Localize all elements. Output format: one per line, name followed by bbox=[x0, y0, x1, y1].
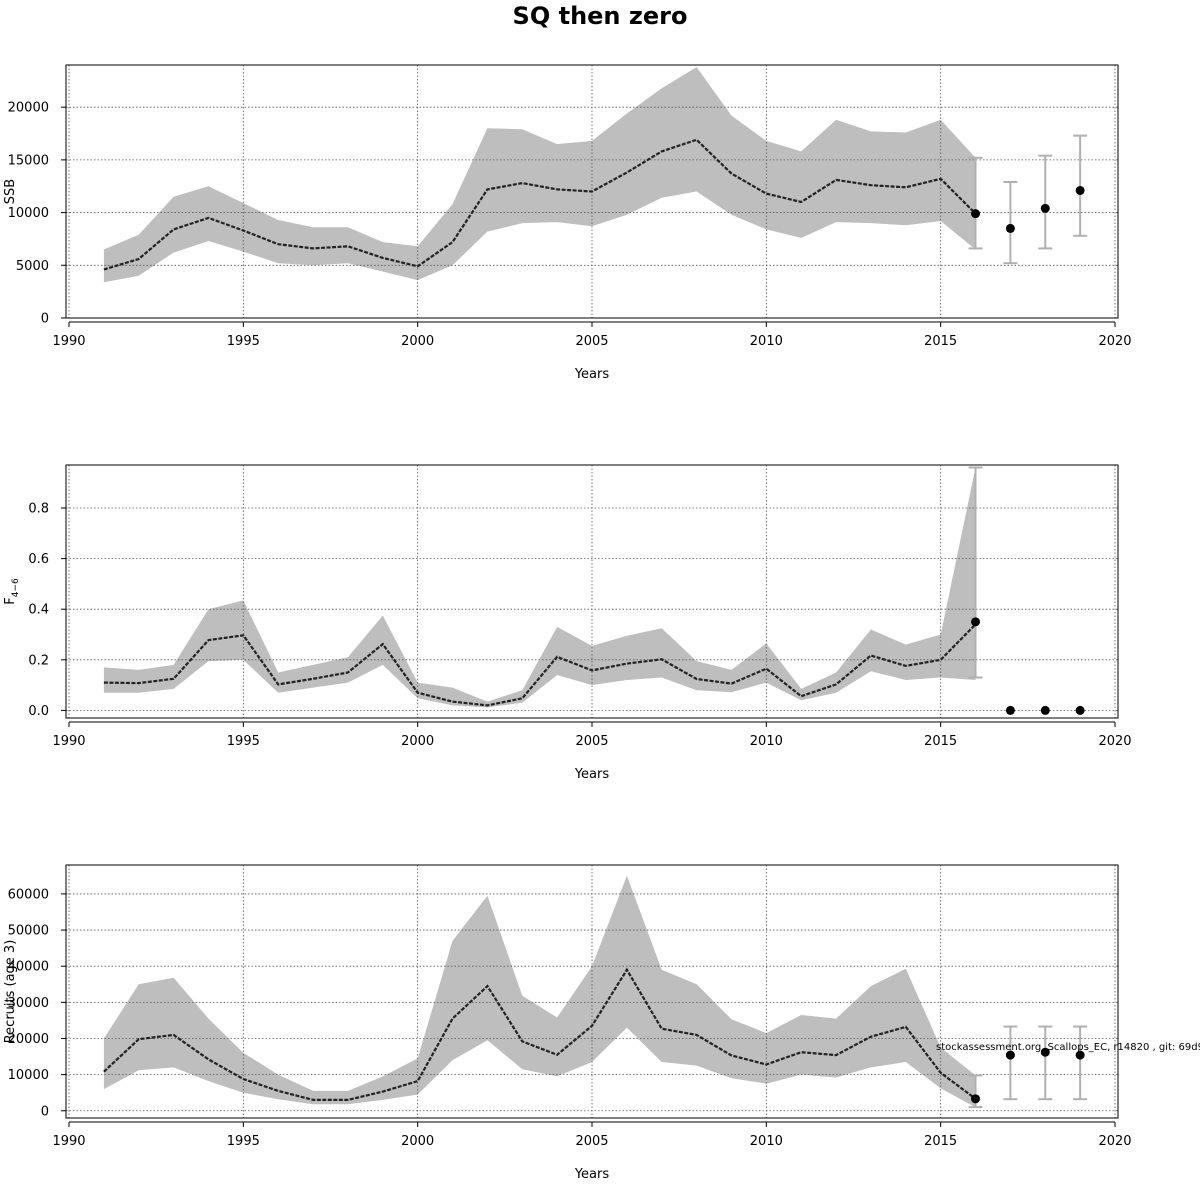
recruits-y-tick-label-50000: 50000 bbox=[8, 924, 49, 939]
f-x-tick-label-2000: 2000 bbox=[401, 734, 434, 749]
ssb-x-tick-label-2020: 2020 bbox=[1098, 334, 1131, 349]
f-y-tick-label-0.8: 0.8 bbox=[28, 502, 49, 517]
recruits-y-axis-title: Recruits (age 3) bbox=[3, 940, 18, 1044]
ssb-y-tick-label-5000: 5000 bbox=[16, 259, 49, 274]
recruits-x-tick-label-2005: 2005 bbox=[575, 1134, 608, 1149]
recruits-x-tick-label-2015: 2015 bbox=[924, 1134, 957, 1149]
recruits-errorbar-2017 bbox=[1003, 1025, 1018, 1101]
ssb-errorbar-2018 bbox=[1038, 154, 1053, 250]
recruits-x-axis-title: Years bbox=[574, 1167, 610, 1182]
ssb-plot-frame bbox=[65, 64, 1119, 319]
ssb-forecast-point-2017 bbox=[1005, 223, 1015, 233]
ssb-x-tick-label-2015: 2015 bbox=[924, 334, 957, 349]
f-errorbar-2016 bbox=[968, 466, 983, 679]
ssb-x-axis-title: Years bbox=[574, 367, 610, 382]
f-forecast-point-2018 bbox=[1040, 705, 1050, 715]
recruits-x-tick-label-2020: 2020 bbox=[1098, 1134, 1131, 1149]
recruits-x-tick-label-2010: 2010 bbox=[750, 1134, 783, 1149]
f-x-tick-label-2015: 2015 bbox=[924, 734, 957, 749]
ssb-confidence-band bbox=[103, 67, 976, 283]
ssb-x-tick-label-2000: 2000 bbox=[401, 334, 434, 349]
ssb-forecast-point-2019 bbox=[1075, 185, 1085, 195]
f-y-tick-label-0.0: 0.0 bbox=[28, 704, 49, 719]
ssb-x-tick-label-1995: 1995 bbox=[227, 334, 260, 349]
f-forecast-point-2017 bbox=[1005, 705, 1015, 715]
ssb-forecast-point-2016 bbox=[971, 209, 981, 219]
recruits-forecast-point-2017 bbox=[1005, 1050, 1015, 1060]
ssb-errorbar-2019 bbox=[1073, 134, 1088, 237]
recruits-y-tick-label-20000: 20000 bbox=[8, 1032, 49, 1047]
f-x-tick-label-2020: 2020 bbox=[1098, 734, 1131, 749]
f-y-tick-label-0.4: 0.4 bbox=[28, 603, 49, 618]
ssb-forecast-point-2018 bbox=[1040, 203, 1050, 213]
recruits-panel: 1990 1995 2000 2005 2010 2015 2020 Years 0 10000 2… bbox=[3, 864, 1132, 1182]
ssb-y-tick-label-10000: 10000 bbox=[8, 206, 49, 221]
fishing-mortality-panel: 1990 1995 2000 2005 2010 2015 2020 Years 0.0 0.2 0… bbox=[3, 464, 1132, 782]
ssb-y-tick-label-0: 0 bbox=[41, 312, 49, 327]
recruits-errorbar-2019 bbox=[1073, 1025, 1088, 1101]
ssb-y-axis-title: SSB bbox=[3, 179, 18, 204]
f-forecast-point-2016 bbox=[971, 617, 981, 627]
ssb-x-tick-label-2005: 2005 bbox=[575, 334, 608, 349]
ssb-y-tick-label-15000: 15000 bbox=[8, 153, 49, 168]
f-y-axis-title: F4−6 bbox=[3, 578, 21, 605]
f-y-tick-label-0.6: 0.6 bbox=[28, 552, 49, 567]
f-x-tick-label-2010: 2010 bbox=[750, 734, 783, 749]
f-x-axis-title: Years bbox=[574, 767, 610, 782]
ssb-y-tick-label-20000: 20000 bbox=[8, 101, 49, 116]
ssb-errorbar-2016 bbox=[968, 156, 983, 250]
ssb-estimate-line bbox=[103, 138, 977, 271]
ssb-errorbar-2017 bbox=[1003, 181, 1018, 265]
recruits-confidence-band bbox=[103, 875, 976, 1108]
footnote: stockassessment.org, Scallops_EC, r14820… bbox=[936, 1042, 1200, 1053]
f-x-tick-label-1995: 1995 bbox=[227, 734, 260, 749]
recruits-y-tick-label-10000: 10000 bbox=[8, 1068, 49, 1083]
f-x-tick-label-2005: 2005 bbox=[575, 734, 608, 749]
ssb-panel: 1990 1995 2000 2005 2010 2015 2020 Years 0 5000 10… bbox=[3, 64, 1132, 382]
recruits-y-tick-label-0: 0 bbox=[41, 1104, 49, 1119]
recruits-forecast-point-2016 bbox=[971, 1094, 981, 1104]
recruits-y-tick-label-30000: 30000 bbox=[8, 996, 49, 1011]
f-y-axis-subscript: 4−6 bbox=[11, 578, 21, 597]
f-estimate-line bbox=[103, 623, 977, 707]
f-x-tick-label-1990: 1990 bbox=[52, 734, 85, 749]
recruits-forecast-point-2019 bbox=[1075, 1050, 1085, 1060]
recruits-plot-frame bbox=[65, 864, 1119, 1119]
recruits-y-tick-label-60000: 60000 bbox=[8, 887, 49, 902]
recruits-forecast-point-2018 bbox=[1040, 1047, 1050, 1057]
f-plot-frame bbox=[65, 464, 1119, 719]
main-title: SQ then zero bbox=[513, 2, 688, 30]
f-confidence-band bbox=[103, 467, 976, 708]
recruits-x-tick-label-2000: 2000 bbox=[401, 1134, 434, 1149]
recruits-x-tick-label-1990: 1990 bbox=[52, 1134, 85, 1149]
ssb-x-tick-label-1990: 1990 bbox=[52, 334, 85, 349]
recruits-errorbar-2018 bbox=[1038, 1025, 1053, 1101]
recruits-estimate-line bbox=[103, 967, 977, 1101]
ssb-x-tick-label-2010: 2010 bbox=[750, 334, 783, 349]
recruits-y-tick-label-40000: 40000 bbox=[8, 960, 49, 975]
recruits-x-tick-label-1995: 1995 bbox=[227, 1134, 260, 1149]
f-y-tick-label-0.2: 0.2 bbox=[28, 653, 49, 668]
f-forecast-point-2019 bbox=[1075, 705, 1085, 715]
